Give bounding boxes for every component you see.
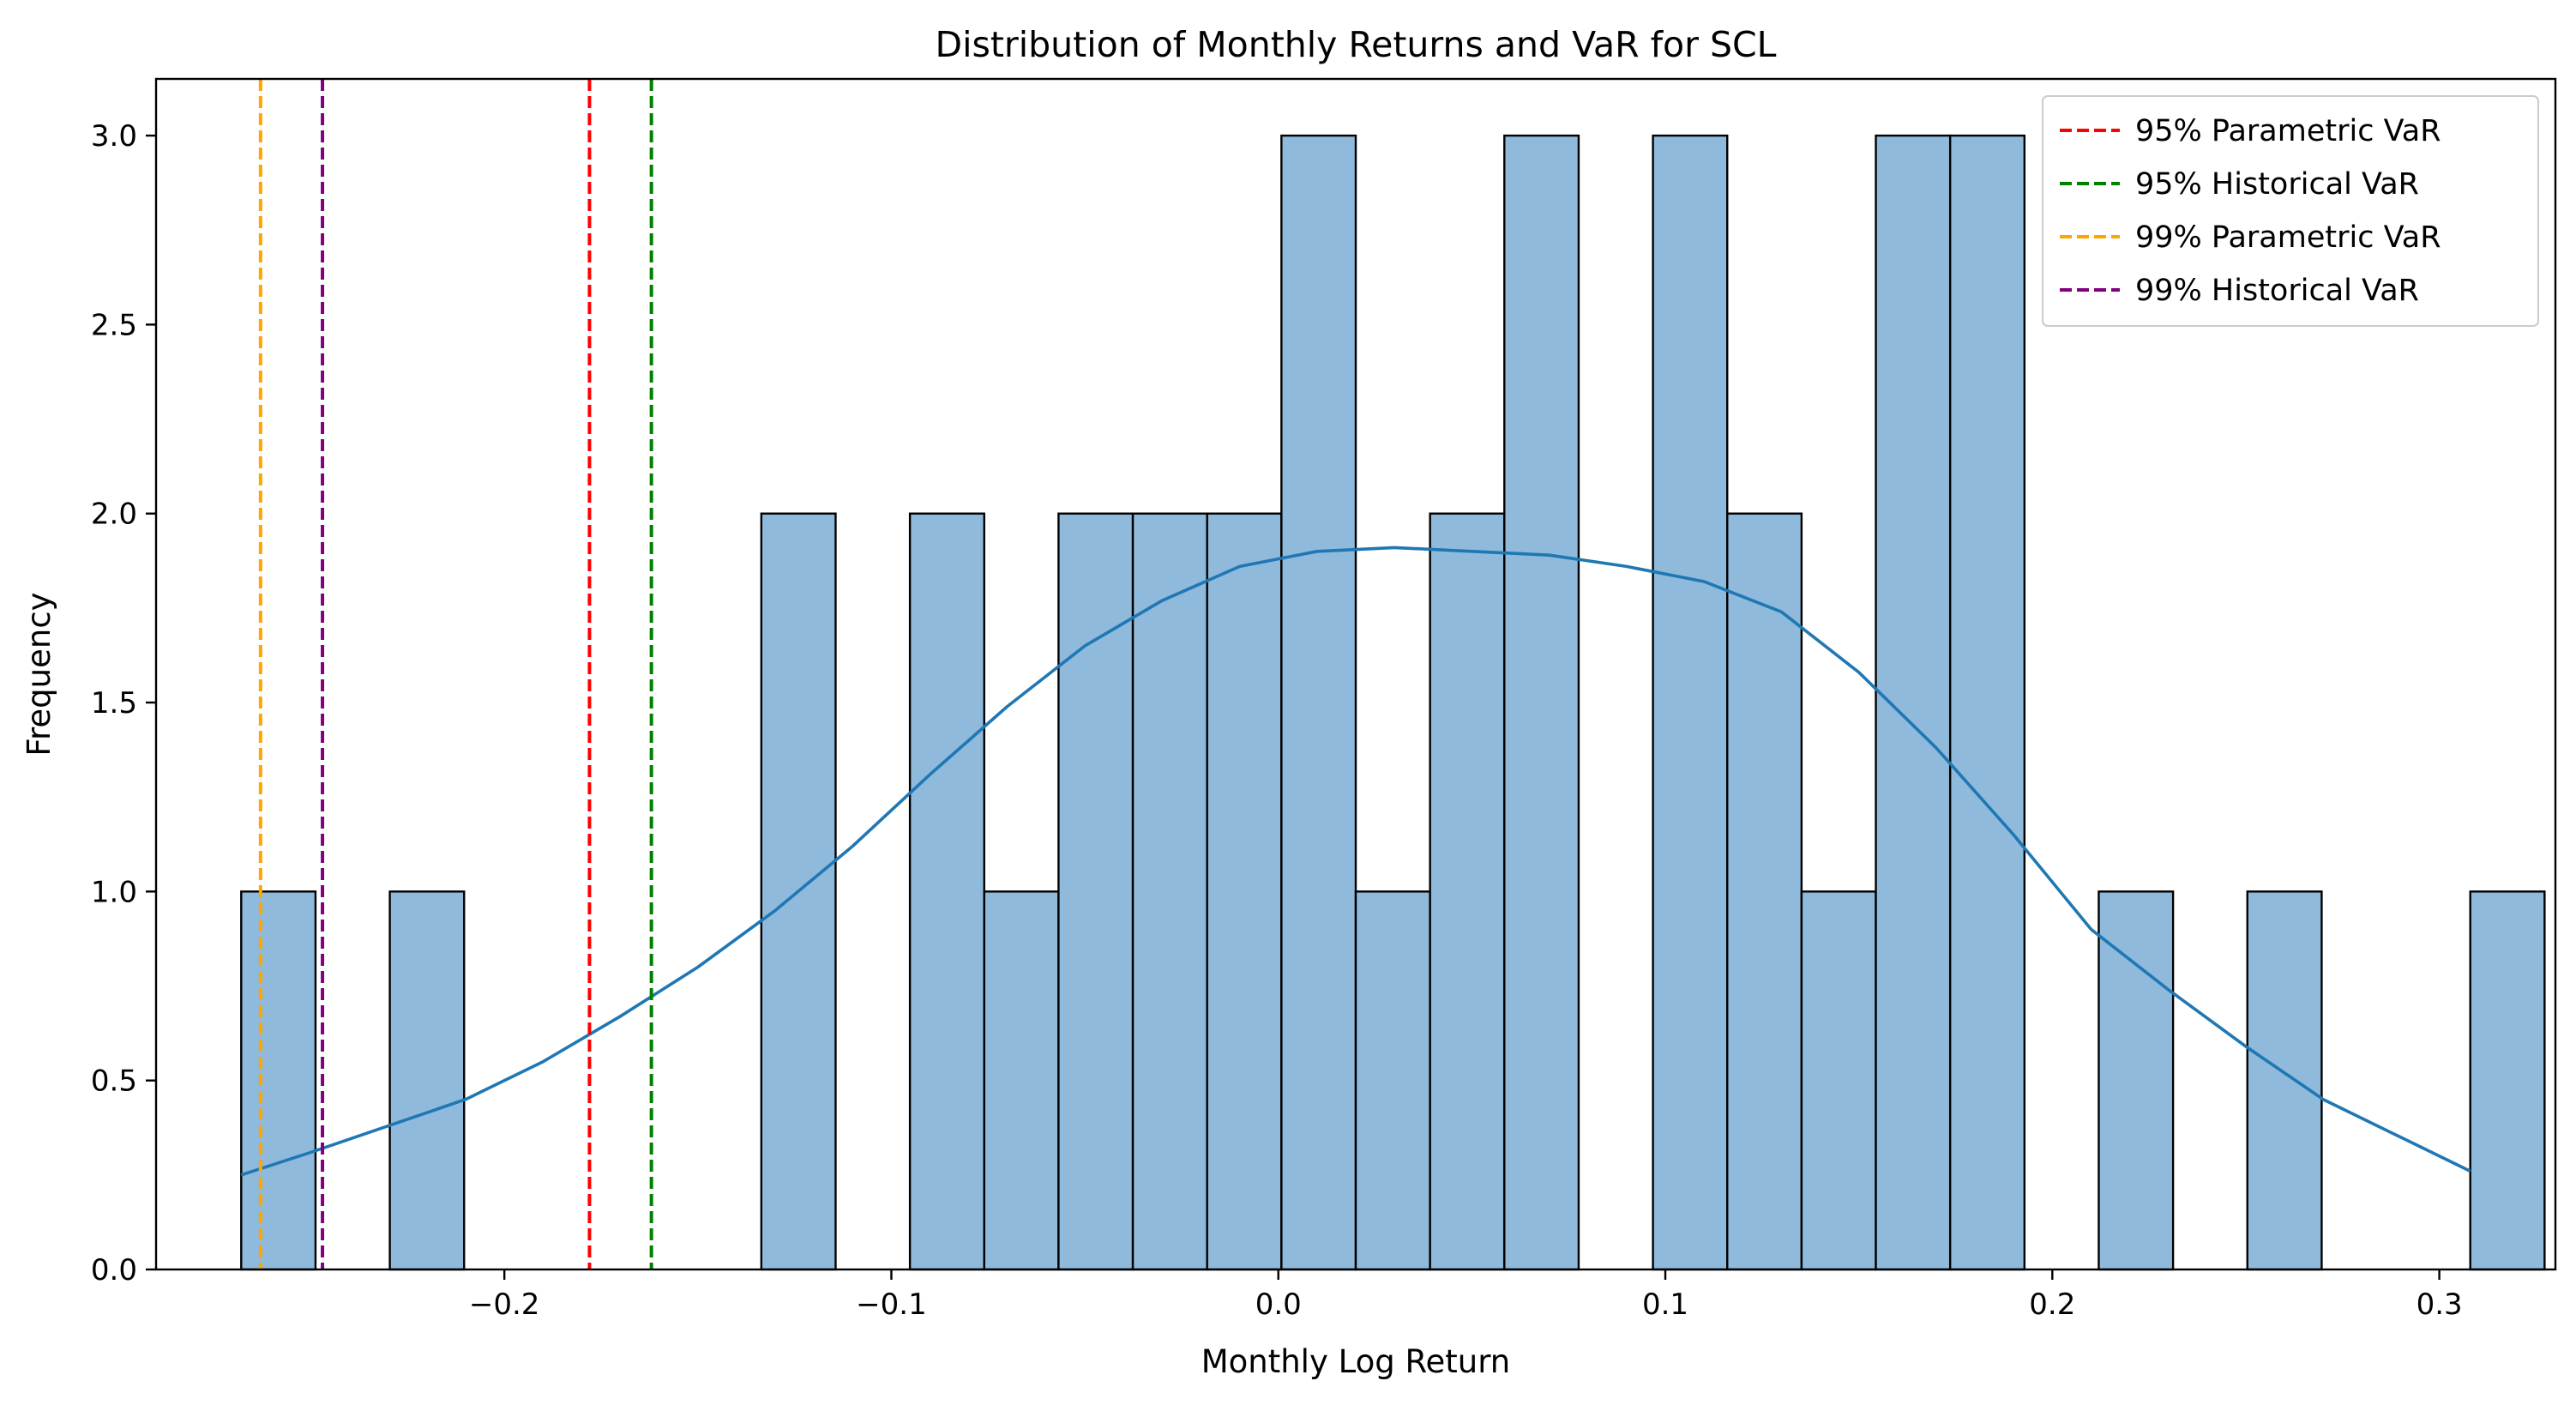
- histogram-bar: [2246, 890, 2323, 1271]
- chart-title: Distribution of Monthly Returns and VaR …: [936, 24, 1777, 65]
- y-axis-label: Frequency: [21, 592, 57, 756]
- axes: −0.2 −0.1 0.0 0.1 0.2 0.3 0.0 0.5 1.0 1.5 2.0 2.5 3.…: [91, 119, 2463, 1322]
- histogram-bar: [1875, 134, 1952, 1271]
- legend-label: 95% Parametric VaR: [2135, 114, 2441, 148]
- histogram-bar: [240, 890, 317, 1271]
- histogram-bar: [1206, 512, 1283, 1271]
- y-tick-label: 1.0: [91, 875, 137, 909]
- histogram-bar: [1800, 890, 1877, 1271]
- histogram-bar: [1131, 512, 1208, 1271]
- plot-area: [240, 79, 2546, 1271]
- kde-curve: [240, 546, 2471, 1177]
- histogram-bar: [388, 890, 466, 1271]
- y-tick-label: 0.0: [91, 1253, 137, 1287]
- y-tick-label: 2.5: [91, 308, 137, 342]
- histogram-bar: [1057, 512, 1135, 1271]
- histogram-bar: [2469, 890, 2546, 1271]
- x-tick-label: 0.3: [2417, 1287, 2463, 1322]
- y-tick-label: 1.5: [91, 686, 137, 721]
- x-tick-label: 0.2: [2029, 1287, 2075, 1322]
- histogram-bar: [1652, 134, 1729, 1271]
- histogram-bar: [908, 512, 985, 1271]
- histogram-bar: [2098, 890, 2175, 1271]
- legend-label: 99% Historical VaR: [2135, 274, 2419, 308]
- histogram-bar: [1280, 134, 1357, 1271]
- histogram-bar: [1948, 134, 2026, 1271]
- legend-box: [2042, 95, 2539, 327]
- legend: 95% Parametric VaR 95% Historical VaR 99% …: [2042, 95, 2539, 327]
- y-tick-label: 0.5: [91, 1064, 137, 1099]
- histogram-bar: [983, 890, 1060, 1271]
- x-tick-label: −0.1: [856, 1287, 927, 1322]
- plot-frame: [154, 77, 2557, 1271]
- histogram-bar: [1429, 512, 1506, 1271]
- x-tick-label: −0.2: [469, 1287, 540, 1322]
- x-tick-label: 0.0: [1255, 1287, 1302, 1322]
- histogram-bar: [1726, 512, 1803, 1271]
- histogram-bar: [1503, 134, 1580, 1271]
- x-axis-label: Monthly Log Return: [1201, 1343, 1511, 1380]
- histogram-bar: [1354, 890, 1431, 1271]
- legend-label: 99% Parametric VaR: [2135, 220, 2441, 255]
- y-tick-label: 3.0: [91, 119, 137, 154]
- legend-label: 95% Historical VaR: [2135, 167, 2419, 202]
- x-tick-label: 0.1: [1642, 1287, 1688, 1322]
- y-tick-label: 2.0: [91, 497, 137, 532]
